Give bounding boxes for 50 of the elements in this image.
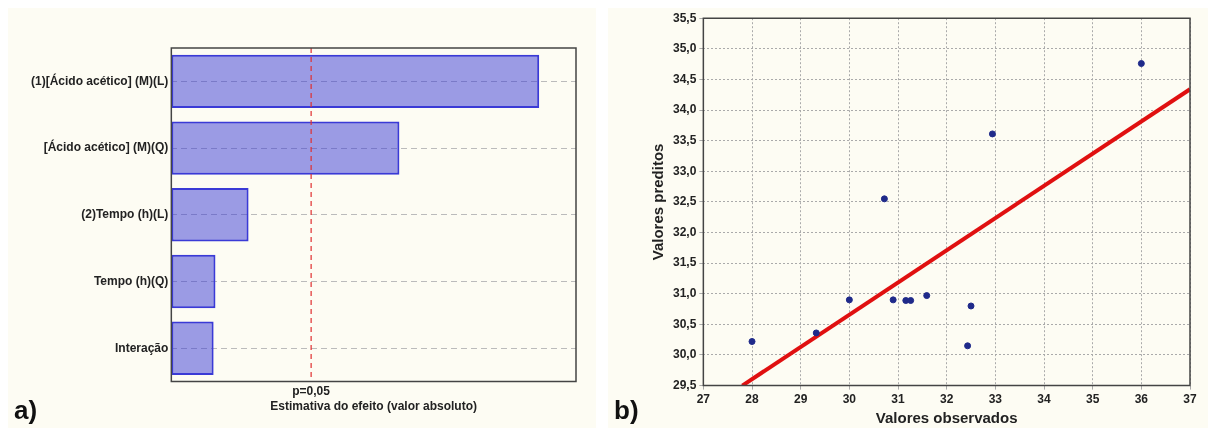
y-tick-label: 32,5: [673, 194, 697, 209]
point: [964, 342, 972, 350]
y-tick-label: 34,5: [673, 71, 697, 86]
bar: [171, 321, 214, 375]
point: [967, 302, 975, 310]
y-tick-label: 35,5: [673, 10, 697, 25]
y-tick-label: 30,5: [673, 316, 697, 331]
y-tick-label: 31,0: [673, 286, 697, 301]
text: b): [614, 395, 639, 426]
point: [812, 329, 820, 337]
x-tick-label: 31: [891, 392, 906, 407]
y-tick-label: 35,0: [673, 41, 697, 56]
x-tick-label: 30: [842, 392, 857, 407]
point: [1137, 60, 1145, 68]
y-tick-label: 30,0: [673, 347, 697, 362]
point: [907, 296, 915, 304]
x-tick-label: 28: [745, 392, 760, 407]
x-tick-label: 32: [940, 392, 954, 407]
bar: [171, 54, 540, 109]
x-tick-label: 27: [696, 392, 711, 407]
y-axis-title: Valores preditos: [649, 143, 667, 261]
x-axis-title: Estimativa do efeito (valor absoluto): [270, 399, 478, 414]
text: a): [14, 395, 38, 426]
x-axis-title: Valores observados: [875, 409, 1018, 427]
point: [748, 338, 756, 346]
y-tick-label: 29,5: [673, 377, 697, 392]
point: [845, 296, 853, 304]
x-tick-label: 29: [794, 392, 808, 407]
y-tick-label: (1)[Ácido acético] (M)(L): [31, 72, 169, 88]
x-tick-label: 35: [1085, 392, 1100, 407]
y-tick-label: (2)Tempo (h)(L): [81, 207, 169, 222]
point: [880, 195, 888, 203]
y-tick-label: 33,5: [673, 132, 697, 147]
x-tick-label: 36: [1134, 392, 1149, 407]
x-tick-label: 34: [1037, 392, 1051, 407]
bar: [171, 188, 249, 242]
point: [889, 296, 897, 304]
y-tick-label: [Ácido acético] (M)(Q): [43, 139, 169, 155]
point: [988, 130, 996, 138]
y-tick-label: 32,0: [673, 224, 697, 239]
bar: [171, 254, 216, 309]
x-tick-label: 37: [1183, 392, 1197, 407]
y-tick-label: Tempo (h)(Q): [93, 273, 169, 288]
text: p=0,05: [292, 383, 331, 398]
y-tick-label: Interação: [114, 340, 169, 355]
y-tick-label: 31,5: [673, 255, 697, 270]
y-tick-label: 34,0: [673, 102, 697, 117]
x-tick-label: 33: [988, 392, 1003, 407]
y-tick-label: 33,0: [673, 163, 697, 178]
point: [923, 292, 931, 300]
